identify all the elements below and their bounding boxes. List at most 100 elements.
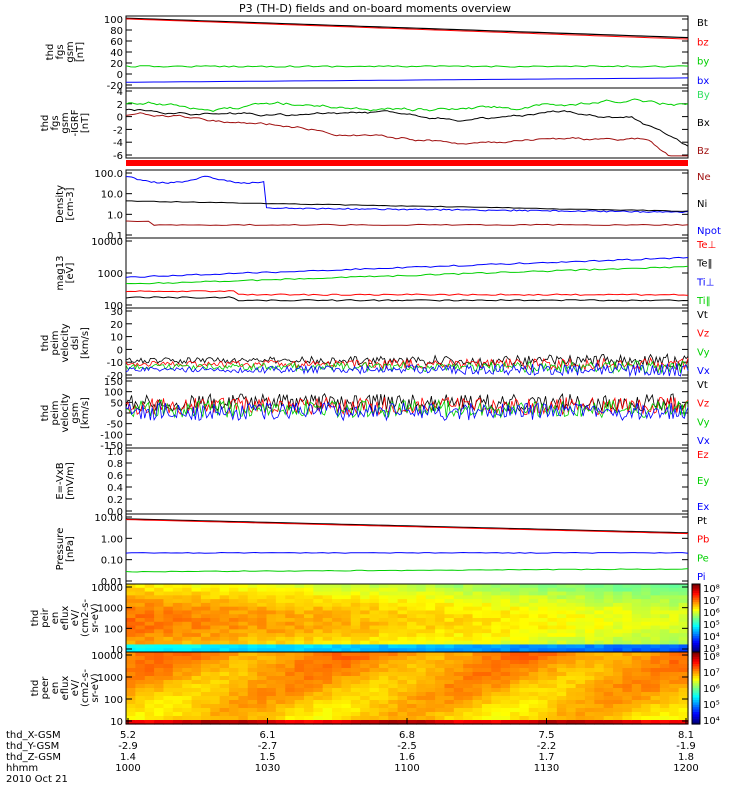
spectrogram-cell [491, 599, 502, 604]
spectrogram-cell [126, 621, 136, 627]
spectrogram-cell [275, 633, 286, 638]
spectrogram-cell [172, 591, 183, 596]
spectrogram-cell [538, 633, 549, 638]
spectrogram-cell [275, 636, 286, 642]
spectrogram-cell [397, 618, 408, 623]
spectrogram-cell [388, 704, 399, 709]
spectrogram-cell [163, 720, 174, 725]
spectrogram-cell [416, 704, 427, 709]
spectrogram-cell [603, 676, 614, 681]
spectrogram-cell [463, 644, 474, 649]
spectrogram-cell [397, 676, 408, 681]
spectrogram-cell [397, 648, 408, 653]
spectrogram-cell [163, 708, 174, 713]
spectrogram-cell [313, 676, 324, 681]
spectrogram-cell [200, 640, 211, 646]
spectrogram-cell [332, 591, 343, 596]
spectrogram-cell [584, 664, 595, 669]
spectrogram-cell [407, 636, 417, 642]
y-axis-label: [eV] [65, 263, 76, 284]
spectrogram-cell [285, 599, 296, 604]
spectrogram-cell [200, 660, 211, 665]
spectrogram-cell [397, 672, 408, 677]
spectrogram-cell [594, 621, 605, 627]
spectrogram-cell [500, 602, 511, 608]
spectrogram-cell [313, 660, 324, 665]
spectrogram-cell [266, 602, 277, 608]
spectrogram-cell [275, 652, 286, 657]
spectrogram-cell [266, 720, 277, 725]
spectrogram-cell [594, 644, 605, 649]
spectrogram-cell [247, 610, 258, 615]
spectrogram-cell [416, 680, 427, 685]
spectrogram-cell [510, 595, 520, 600]
spectrogram-cell [547, 633, 558, 638]
spectrogram-cell [678, 595, 689, 600]
spectrogram-cell [519, 602, 530, 608]
spectrogram-cell [313, 602, 324, 608]
spectrogram-cell [425, 652, 436, 657]
spectrogram-cell [678, 676, 689, 681]
spectrogram-cell [294, 672, 305, 677]
spectrogram-cell [650, 680, 661, 685]
spectrogram-cell [191, 599, 202, 604]
colorbar-frame [691, 651, 701, 725]
spectrogram-cell [388, 621, 399, 627]
spectrogram-cell [294, 652, 305, 657]
by-line [125, 65, 689, 68]
spectrogram-cell [575, 648, 586, 653]
spectrogram-cell [378, 672, 389, 677]
legend-vt-label: Vt [697, 310, 708, 321]
spectrogram-cell [481, 656, 492, 661]
spectrogram-cell [229, 621, 239, 627]
spectrogram-cell [594, 629, 605, 634]
spectrogram-cell [191, 621, 202, 627]
y-tick-label: -50 [107, 420, 123, 431]
colorbar-segment [692, 707, 700, 711]
spectrogram-cell [182, 656, 193, 661]
spectrogram-cell [622, 595, 633, 600]
spectrogram-cell [659, 680, 670, 685]
vx-line [125, 362, 689, 378]
spectrogram-cell [659, 692, 670, 697]
spectrogram-cell [144, 708, 155, 713]
spectrogram-cell [369, 680, 380, 685]
hhmm-tick-label: 1000 [115, 763, 140, 774]
spectrogram-cell [163, 692, 174, 697]
spectrogram-cell [641, 648, 652, 653]
spectrogram-cell [678, 680, 689, 685]
spectrogram-cell [528, 704, 539, 709]
spectrogram-cell [510, 716, 520, 721]
spectrogram-cell [491, 704, 502, 709]
spectrogram-cell [491, 610, 502, 615]
spectrogram-cell [528, 712, 539, 717]
spectrogram-cell [397, 584, 408, 589]
spectrogram-cell [275, 644, 286, 649]
spectrogram-cell [575, 668, 586, 673]
spectrogram-cell [126, 720, 136, 725]
spectrogram-cell [210, 668, 221, 673]
spectrogram-cell [510, 672, 520, 677]
spectrogram-cell [182, 587, 193, 593]
spectrogram-cell [444, 716, 455, 721]
spectrogram-cell [425, 602, 436, 608]
spectrogram-cell [200, 688, 211, 693]
spectrogram-cell [407, 606, 417, 612]
spectrogram-cell [510, 660, 520, 665]
spectrogram-cell [219, 720, 230, 725]
spectrogram-cell [650, 636, 661, 642]
spectrogram-cell [416, 599, 427, 604]
spectrogram-cell [332, 668, 343, 673]
spectrogram-cell [659, 621, 670, 627]
spectrogram-cell [229, 680, 239, 685]
pe-line [125, 568, 689, 573]
spectrogram-cell [594, 606, 605, 612]
ephemeris-row-label: thd_X-GSM [6, 730, 61, 741]
spectrogram-cell [538, 648, 549, 653]
y-tick-label: 1.0 [107, 447, 123, 458]
spectrogram-cell [219, 614, 230, 619]
legend-by-label: By [697, 90, 710, 101]
spectrogram-cell [669, 668, 680, 673]
spectrogram-cell [210, 700, 221, 705]
